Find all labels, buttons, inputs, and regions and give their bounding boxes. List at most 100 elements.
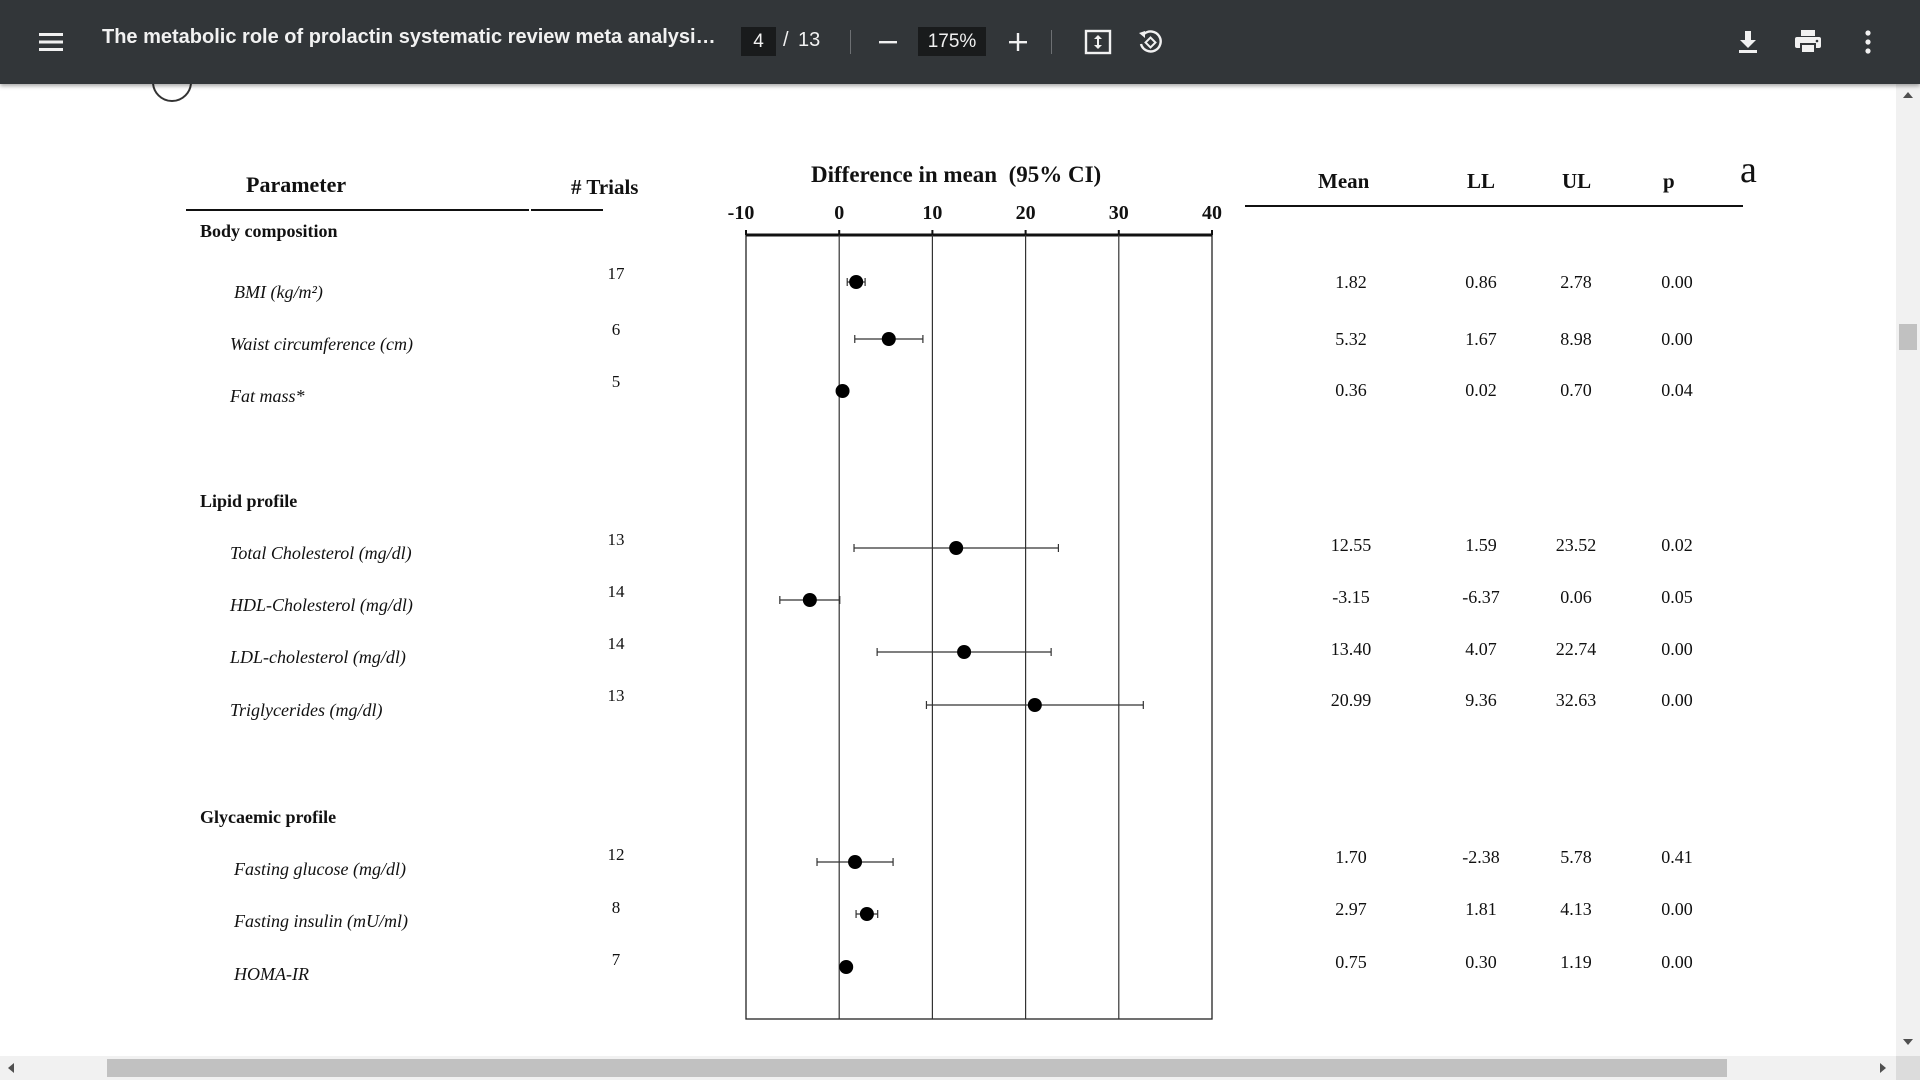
ll-value: 0.30 — [1465, 952, 1497, 972]
ul-value: 8.98 — [1560, 329, 1592, 349]
forest-plot: -10 0 10 20 30 40 — [728, 202, 1222, 1020]
ul-value: 23.52 — [1555, 535, 1597, 555]
ll-header: LL — [1467, 169, 1496, 193]
trials-count: 14 — [607, 582, 625, 601]
arrow-right-icon[interactable] — [1878, 1062, 1888, 1074]
header-rule — [1245, 205, 1743, 207]
x-tick-label: -10 — [728, 202, 755, 224]
rotate-counterclockwise-icon — [1139, 30, 1162, 53]
parameter-label: HOMA-IR — [234, 964, 309, 984]
pdf-page: Parameter # Trials Difference in mean (9… — [0, 84, 1896, 1056]
x-tick-label: 20 — [1016, 202, 1036, 224]
print-icon — [1795, 30, 1821, 54]
mean-point — [848, 855, 863, 869]
ll-value: 1.67 — [1465, 329, 1497, 349]
arrow-up-icon[interactable] — [1902, 90, 1914, 100]
group-heading: Lipid profile — [200, 491, 298, 511]
trials-header: # Trials — [571, 175, 639, 199]
parameter-label: Triglycerides (mg/dl) — [230, 700, 383, 720]
mean-point — [835, 384, 850, 398]
p-value: 0.00 — [1661, 329, 1693, 349]
parameter-header: Parameter — [246, 172, 347, 197]
ll-value: 1.59 — [1465, 535, 1497, 555]
parameter-label: LDL-cholesterol (mg/dl) — [230, 647, 406, 667]
header-rule — [186, 209, 529, 211]
toolbar-divider — [1051, 30, 1052, 54]
arrow-down-icon[interactable] — [1902, 1037, 1914, 1047]
mean-value: 0.36 — [1335, 380, 1367, 400]
mean-point — [849, 275, 864, 289]
more-options-button[interactable] — [1848, 22, 1888, 62]
download-icon — [1739, 31, 1757, 53]
vertical-scroll-thumb[interactable] — [1899, 324, 1917, 350]
ul-header: UL — [1562, 169, 1592, 193]
ll-value: 0.02 — [1465, 380, 1497, 400]
mean-value: 1.70 — [1335, 847, 1367, 867]
parameter-label: Total Cholesterol (mg/dl) — [230, 543, 412, 563]
trials-count: 12 — [607, 845, 625, 864]
zoom-in-button[interactable] — [1000, 24, 1036, 60]
trials-count: 13 — [607, 686, 625, 705]
ul-value: 0.70 — [1560, 380, 1592, 400]
document-title: The metabolic role of prolactin systemat… — [102, 26, 722, 48]
mean-value: 20.99 — [1330, 690, 1372, 710]
p-value: 0.00 — [1661, 899, 1693, 919]
ll-value: 4.07 — [1465, 639, 1497, 659]
ul-value: 2.78 — [1560, 272, 1592, 292]
p-value: 0.00 — [1661, 272, 1693, 292]
p-header: p — [1663, 169, 1675, 193]
mean-point — [949, 541, 964, 555]
x-tick-label: 40 — [1202, 202, 1222, 224]
x-tick-label: 30 — [1109, 202, 1129, 224]
page-number-input[interactable]: 4 — [741, 27, 776, 56]
trials-count: 17 — [607, 264, 625, 283]
menu-button[interactable] — [32, 22, 70, 62]
mean-value: 12.55 — [1330, 535, 1372, 555]
trials-count: 7 — [611, 950, 621, 969]
zoom-out-button[interactable] — [870, 24, 906, 60]
trials-count: 14 — [607, 634, 625, 653]
minus-icon — [879, 41, 897, 44]
arrow-left-icon[interactable] — [6, 1062, 16, 1074]
ul-value: 4.13 — [1560, 899, 1592, 919]
fit-to-page-icon — [1084, 29, 1112, 55]
mean-header: Mean — [1318, 169, 1370, 193]
mean-point — [1027, 698, 1042, 712]
parameter-label: Fat mass* — [230, 386, 305, 406]
parameter-label: HDL-Cholesterol (mg/dl) — [230, 595, 413, 615]
more-vertical-icon — [1865, 30, 1871, 54]
p-value: 0.04 — [1661, 380, 1693, 400]
mean-value: 5.32 — [1335, 329, 1367, 349]
scrollbar-corner — [1896, 1056, 1920, 1080]
mean-value: 1.82 — [1335, 272, 1367, 292]
trials-count: 8 — [611, 898, 621, 917]
group-heading: Glycaemic profile — [200, 807, 337, 827]
p-value: 0.00 — [1661, 690, 1693, 710]
ll-value: -2.38 — [1462, 847, 1500, 867]
p-value: 0.00 — [1661, 952, 1693, 972]
zoom-level-input[interactable]: 175% — [918, 27, 986, 56]
trials-count: 6 — [611, 320, 621, 339]
horizontal-scroll-thumb[interactable] — [107, 1059, 1727, 1077]
header-rule — [531, 209, 603, 211]
ul-value: 22.74 — [1555, 639, 1597, 659]
vertical-scrollbar[interactable] — [1896, 84, 1920, 1056]
trials-count: 13 — [607, 530, 625, 549]
mean-point — [957, 645, 972, 659]
mean-value: 13.40 — [1330, 639, 1372, 659]
ll-value: -6.37 — [1462, 587, 1500, 607]
print-button[interactable] — [1788, 22, 1828, 62]
p-value: 0.41 — [1661, 847, 1693, 867]
fit-to-page-button[interactable] — [1078, 22, 1118, 62]
pdf-toolbar: The metabolic role of prolactin systemat… — [0, 0, 1920, 84]
plot-frame — [745, 234, 1213, 1020]
parameter-label: Waist circumference (cm) — [230, 334, 413, 354]
download-button[interactable] — [1728, 22, 1768, 62]
parameter-label: Fasting glucose (mg/dl) — [234, 859, 406, 879]
page-total: 13 — [798, 29, 821, 51]
rotate-button[interactable] — [1130, 22, 1170, 62]
p-value: 0.02 — [1661, 535, 1693, 555]
p-value: 0.05 — [1661, 587, 1693, 607]
mean-point — [839, 960, 854, 974]
parameter-label: BMI (kg/m²) — [234, 282, 323, 302]
